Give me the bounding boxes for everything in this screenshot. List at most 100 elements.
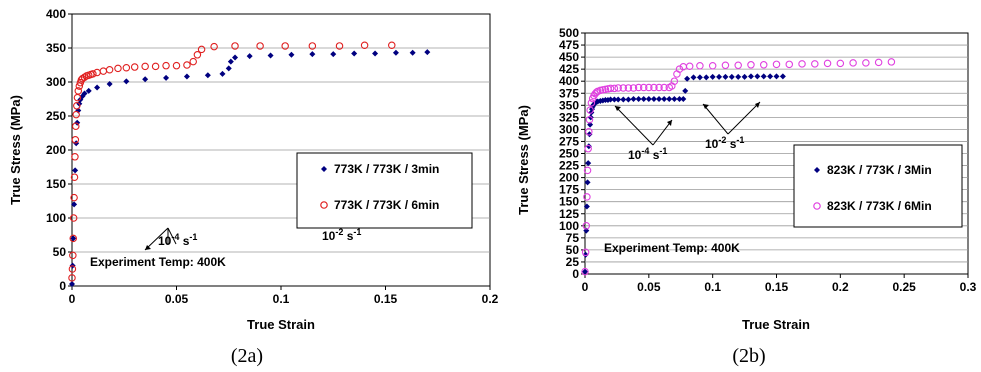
y-tick-label: 300 [559, 122, 579, 136]
y-tick-label: 75 [566, 231, 580, 245]
series-1-2a [69, 49, 431, 287]
data-point [193, 51, 202, 59]
data-point [690, 74, 697, 81]
rate-unit: s [649, 148, 659, 162]
data-point [759, 61, 768, 69]
legend-2b: 823K / 773K / 3Min 823K / 773K / 6Min [793, 144, 963, 228]
data-point [89, 70, 97, 78]
data-point [734, 61, 742, 70]
legend-2a: 773K / 773K / 3min 773K / 773K / 6min [296, 152, 473, 229]
data-point [779, 73, 786, 80]
rate-base: 10 [322, 229, 336, 243]
data-point [70, 173, 79, 181]
arrow-head [667, 120, 672, 126]
data-point [735, 73, 742, 80]
legend-marker-circle-2a [320, 201, 328, 209]
arrow-line [167, 227, 177, 245]
data-point [703, 74, 710, 81]
y-tick-label: 100 [46, 211, 66, 225]
series-2-2a [68, 41, 396, 282]
data-point [73, 102, 81, 110]
data-point [708, 62, 717, 70]
rate-exp: -2 [335, 227, 343, 237]
data-point [661, 96, 668, 103]
y-tick-label: 350 [559, 98, 579, 112]
data-point [69, 280, 75, 287]
data-point [288, 51, 295, 58]
series-2-2b [581, 58, 896, 276]
data-point [309, 51, 316, 58]
data-point [660, 83, 668, 92]
x-tick-label: 0.05 [637, 280, 661, 294]
data-point [106, 81, 113, 88]
series-1-2b [582, 73, 786, 275]
y-tick-label: 0 [59, 279, 66, 293]
data-point [585, 143, 592, 150]
x-tick-label: 0.25 [892, 280, 916, 294]
data-point [747, 61, 755, 69]
data-point [267, 52, 274, 59]
data-point [619, 84, 628, 92]
y-tick-label: 50 [566, 243, 580, 257]
data-point [123, 78, 130, 85]
data-point [351, 50, 358, 57]
data-point [225, 65, 232, 72]
x-axis-label-2a: True Strain [247, 317, 315, 332]
legend-box-2b [793, 144, 963, 228]
data-point [70, 193, 78, 202]
data-point [728, 73, 735, 80]
data-point [655, 83, 663, 92]
data-point [183, 73, 190, 80]
legend-box-2a [296, 152, 473, 229]
data-point [69, 234, 78, 243]
legend-label-series-2-2b: 823K / 773K / 6Min [827, 199, 932, 213]
data-point [583, 193, 591, 201]
data-point [696, 62, 704, 70]
y-tick-label: 425 [559, 62, 579, 76]
rate-label-1e-4-2b: 10-4 s-1 [628, 146, 667, 162]
data-point [130, 63, 139, 71]
y-tick-label: 200 [559, 171, 579, 185]
data-point [581, 267, 589, 276]
rate-annotation-1e-4-2b: 10-4 s-1 [614, 105, 673, 162]
data-point [71, 153, 79, 161]
data-point [614, 84, 622, 92]
data-point [656, 96, 663, 103]
arrow-head [615, 106, 621, 111]
data-point [862, 59, 870, 67]
y-tick-label: 400 [559, 74, 579, 88]
data-point [586, 106, 594, 114]
y-tick-label: 250 [46, 109, 66, 123]
data-point [811, 60, 819, 68]
data-point [741, 73, 748, 80]
arrow-line [702, 103, 729, 135]
x-tick-label: 0 [69, 292, 76, 306]
y-tick-label: 500 [559, 26, 579, 40]
data-point [219, 70, 226, 77]
rate-unit: s [726, 137, 736, 151]
data-point [722, 73, 729, 80]
rate-label-1e-2-2b: 10-2 s-1 [705, 135, 744, 151]
y-tick-label: 225 [559, 159, 579, 173]
data-point [74, 87, 83, 95]
data-point [615, 96, 622, 103]
data-point [823, 59, 832, 68]
data-point [685, 62, 694, 71]
x-tick-label: 0.1 [273, 292, 290, 306]
data-point [682, 87, 689, 94]
data-point [581, 248, 590, 257]
y-tick-label: 100 [559, 219, 579, 233]
y-tick-label: 475 [559, 38, 579, 52]
data-point [172, 61, 181, 70]
data-point [676, 96, 683, 103]
data-point [71, 201, 78, 208]
data-point [70, 235, 77, 242]
rate-base: 10 [158, 234, 172, 248]
data-point [105, 66, 114, 74]
data-point [69, 214, 78, 222]
y-tick-label: 450 [559, 50, 579, 64]
x-tick-label: 0.1 [704, 280, 721, 294]
data-point [372, 50, 379, 57]
data-point [716, 73, 723, 80]
data-point [606, 84, 615, 93]
